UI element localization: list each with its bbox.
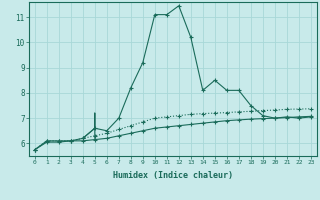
X-axis label: Humidex (Indice chaleur): Humidex (Indice chaleur)	[113, 171, 233, 180]
